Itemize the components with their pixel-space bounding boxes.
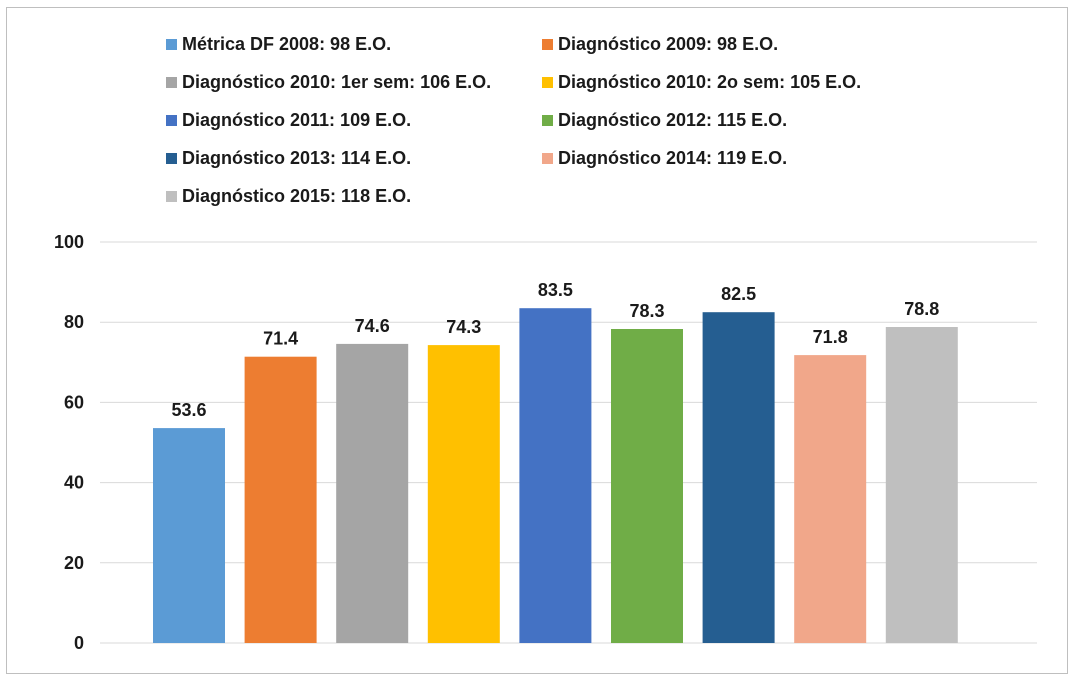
data-label-5: 78.3 bbox=[629, 301, 664, 321]
bar-3 bbox=[427, 345, 500, 643]
legend-label-7: Diagnóstico 2014: 119 E.O. bbox=[558, 148, 788, 168]
data-label-4: 83.5 bbox=[538, 280, 573, 300]
legend-swatch-7 bbox=[542, 153, 553, 164]
legend-label-2: Diagnóstico 2010: 1er sem: 106 E.O. bbox=[182, 72, 492, 92]
legend-label-5: Diagnóstico 2012: 115 E.O. bbox=[558, 110, 788, 130]
legend-label-1: Diagnóstico 2009: 98 E.O. bbox=[558, 34, 779, 54]
legend-swatch-3 bbox=[542, 77, 553, 88]
legend-item-6: Diagnóstico 2013: 114 E.O. bbox=[166, 148, 411, 169]
y-tick-label-20: 20 bbox=[64, 553, 84, 573]
legend-item-2: Diagnóstico 2010: 1er sem: 106 E.O. bbox=[166, 72, 491, 93]
y-tick-label-100: 100 bbox=[54, 232, 84, 252]
legend-label-0: Métrica DF 2008: 98 E.O. bbox=[182, 34, 392, 54]
bar-0 bbox=[153, 428, 225, 643]
bar-4 bbox=[519, 308, 592, 643]
legend-swatch-0 bbox=[166, 39, 177, 50]
legend-item-5: Diagnóstico 2012: 115 E.O. bbox=[542, 110, 787, 131]
bar-5 bbox=[611, 329, 683, 643]
data-label-8: 78.8 bbox=[904, 299, 939, 319]
legend-swatch-8 bbox=[166, 191, 177, 202]
legend-swatch-5 bbox=[542, 115, 553, 126]
legend-item-1: Diagnóstico 2009: 98 E.O. bbox=[542, 34, 778, 55]
legend-item-0: Métrica DF 2008: 98 E.O. bbox=[166, 34, 391, 55]
bar-8 bbox=[885, 327, 958, 643]
y-tick-label-60: 60 bbox=[64, 392, 84, 412]
legend-item-7: Diagnóstico 2014: 119 E.O. bbox=[542, 148, 787, 169]
bar-1 bbox=[244, 356, 317, 643]
data-label-3: 74.3 bbox=[446, 317, 481, 337]
legend-swatch-2 bbox=[166, 77, 177, 88]
legend-swatch-6 bbox=[166, 153, 177, 164]
legend-item-4: Diagnóstico 2011: 109 E.O. bbox=[166, 110, 411, 131]
data-label-7: 71.8 bbox=[813, 327, 848, 347]
y-tick-label-80: 80 bbox=[64, 312, 84, 332]
data-label-6: 82.5 bbox=[721, 284, 756, 304]
legend-swatch-1 bbox=[542, 39, 553, 50]
y-tick-label-40: 40 bbox=[64, 473, 84, 493]
legend-item-8: Diagnóstico 2015: 118 E.O. bbox=[166, 186, 411, 207]
legend-label-4: Diagnóstico 2011: 109 E.O. bbox=[182, 110, 412, 130]
bar-2 bbox=[336, 343, 409, 643]
bar-6 bbox=[702, 312, 775, 643]
legend-label-8: Diagnóstico 2015: 118 E.O. bbox=[182, 186, 412, 206]
legend-swatch-4 bbox=[166, 115, 177, 126]
y-tick-label-0: 0 bbox=[74, 633, 84, 653]
data-label-0: 53.6 bbox=[171, 400, 206, 420]
legend-label-6: Diagnóstico 2013: 114 E.O. bbox=[182, 148, 412, 168]
legend-item-3: Diagnóstico 2010: 2o sem: 105 E.O. bbox=[542, 72, 861, 93]
data-label-2: 74.6 bbox=[355, 316, 390, 336]
chart-legend: Métrica DF 2008: 98 E.O. Diagnóstico 200… bbox=[0, 0, 1075, 220]
data-label-1: 71.4 bbox=[263, 329, 298, 349]
legend-label-3: Diagnóstico 2010: 2o sem: 105 E.O. bbox=[558, 72, 862, 92]
bar-7 bbox=[794, 355, 867, 643]
